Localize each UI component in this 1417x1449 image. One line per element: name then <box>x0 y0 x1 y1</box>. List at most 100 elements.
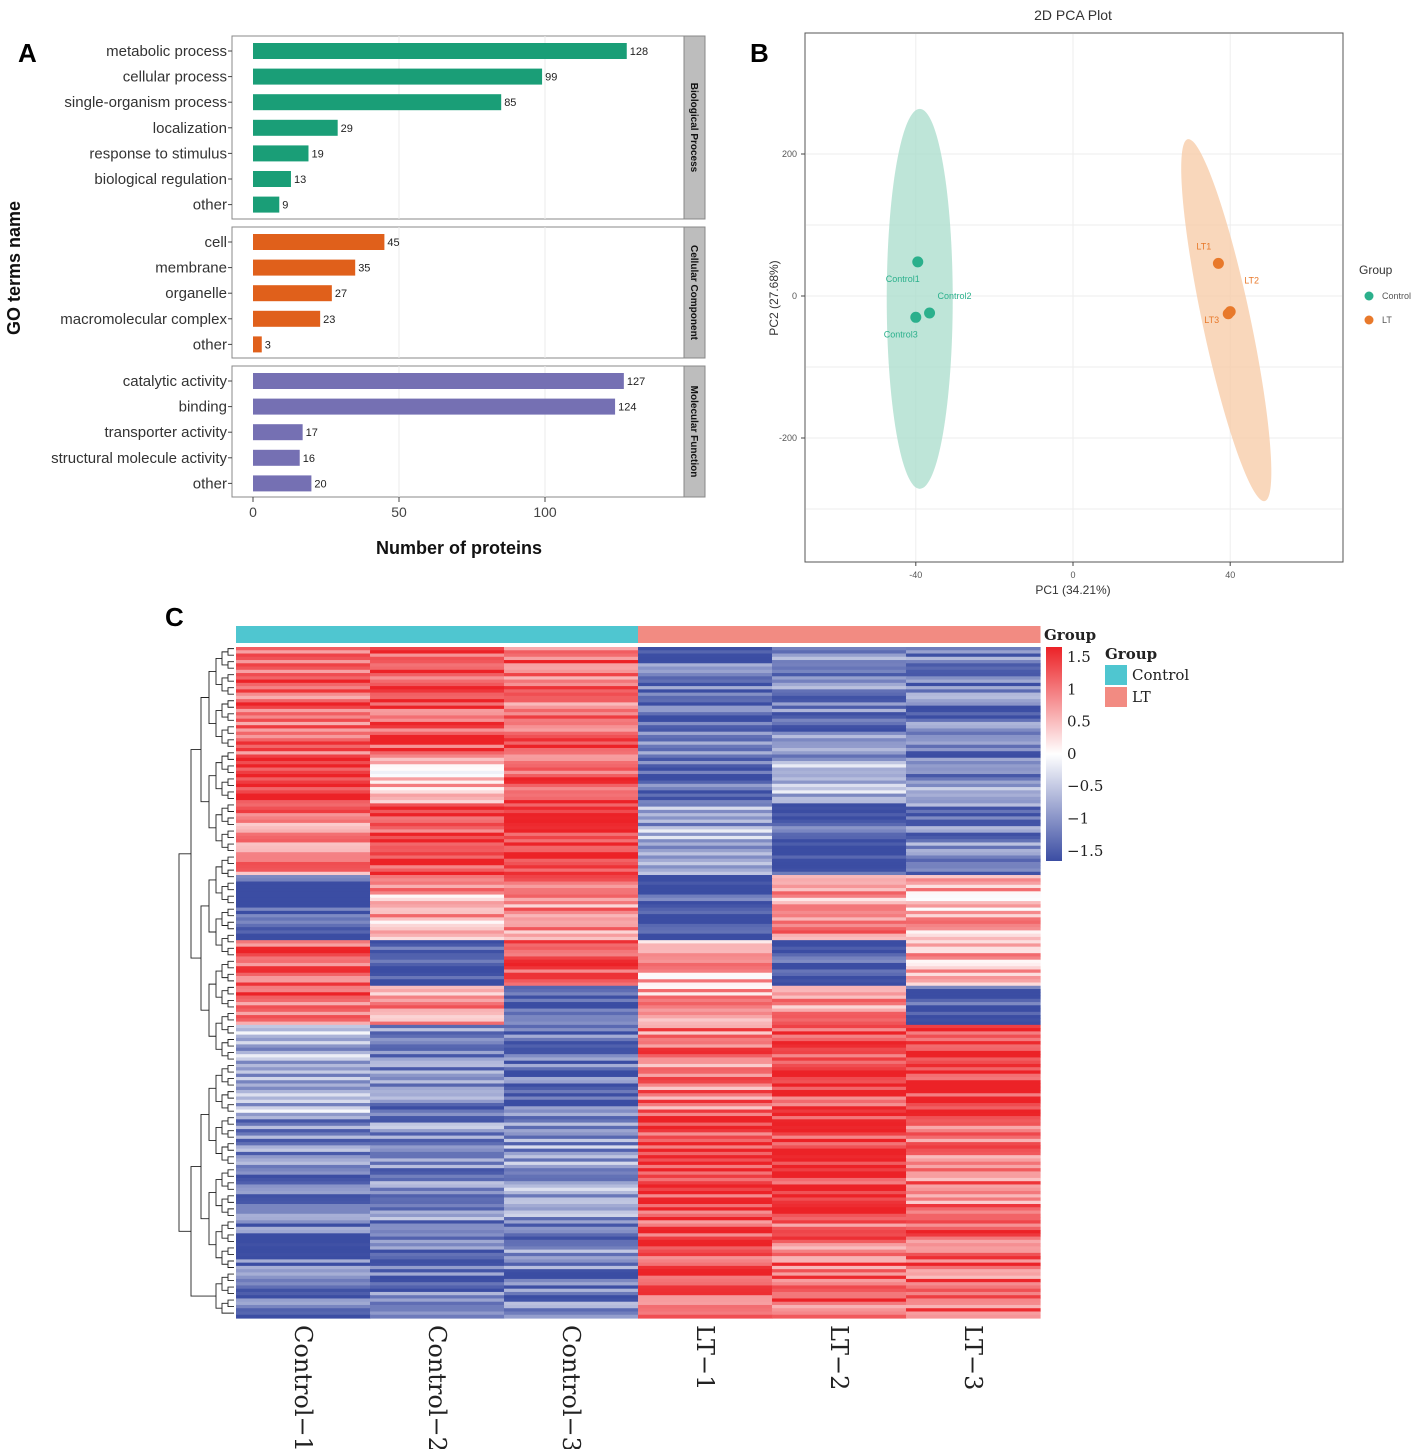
heatmap-cell <box>370 1063 505 1068</box>
heatmap-cell <box>236 1047 371 1052</box>
heatmap-cell <box>906 1031 1041 1036</box>
heatmap-cell <box>504 901 639 905</box>
heatmap-cell <box>504 793 639 798</box>
heatmap-cell <box>772 1177 907 1182</box>
heatmap-cell <box>772 1125 907 1130</box>
heatmap-cell <box>370 933 505 938</box>
heatmap-cell <box>772 881 907 886</box>
heatmap-cell <box>772 1060 907 1065</box>
heatmap-cell <box>504 998 639 1003</box>
dendrogram-branch <box>208 1192 216 1246</box>
dendrogram-branch <box>200 905 209 1011</box>
heatmap-cell <box>772 1037 907 1042</box>
heatmap-cell <box>906 783 1041 788</box>
dendrogram-branch <box>208 879 216 933</box>
heatmap-cell <box>906 676 1041 681</box>
heatmap-cell <box>772 897 907 902</box>
heatmap-cell <box>236 1073 371 1078</box>
heatmap-cell <box>906 904 1041 909</box>
heatmap-cell <box>504 969 639 974</box>
dendrogram-branch <box>208 775 216 829</box>
heatmap-cell <box>772 878 907 883</box>
heatmap-cell <box>236 1243 371 1247</box>
heatmap-cell <box>906 819 1041 824</box>
heatmap-cell <box>236 660 371 664</box>
heatmap-cell <box>370 1295 505 1300</box>
heatmap-cell <box>370 712 505 717</box>
heatmap-cell <box>504 985 639 990</box>
heatmap-cell <box>370 949 505 954</box>
pca-ticks: -40 0 40 200 0 -200 <box>779 149 1235 580</box>
heatmap-cell <box>638 1041 773 1045</box>
heatmap-cell <box>370 800 505 804</box>
heatmap-cell <box>638 1083 773 1088</box>
heatmap-cell <box>772 1262 907 1267</box>
heatmap-cell <box>906 891 1041 896</box>
dendrogram-branch <box>200 1113 209 1220</box>
heatmap-cell <box>236 1164 371 1169</box>
heatmap-cell <box>236 1272 371 1277</box>
heatmap-cell <box>772 868 907 873</box>
heatmap-cell <box>772 995 907 1000</box>
heatmap-cell <box>906 1174 1041 1179</box>
heatmap-cell <box>772 1096 907 1101</box>
dendrogram-branch <box>227 726 234 734</box>
heatmap-cell <box>638 1249 773 1254</box>
heatmap-cell <box>638 1099 773 1104</box>
heatmap-cell <box>772 1174 907 1179</box>
heatmap-cell <box>370 1109 505 1114</box>
heatmap-cell <box>772 1005 907 1010</box>
bar-value-label: 13 <box>294 174 306 186</box>
heatmap-cell <box>772 930 907 935</box>
heatmap-cell <box>906 1269 1041 1273</box>
heatmap-cell <box>370 1080 505 1085</box>
heatmap-cell <box>370 715 505 720</box>
heatmap-cell <box>236 803 371 808</box>
heatmap-cell <box>236 1278 371 1283</box>
heatmap-cell <box>504 1063 639 1068</box>
heatmap-cell <box>772 969 907 974</box>
heatmap-cell <box>504 721 639 726</box>
heatmap-cell <box>906 1233 1041 1238</box>
heatmap-cell <box>370 1018 505 1023</box>
heatmap-cell <box>638 875 773 879</box>
heatmap-cell <box>772 816 907 821</box>
heatmap-cell <box>504 1015 639 1019</box>
heatmap-cell <box>236 1002 371 1006</box>
heatmap-cell <box>906 855 1041 860</box>
heatmap-cell <box>370 1083 505 1088</box>
dendrogram-branch <box>227 1012 234 1021</box>
heatmap-cell <box>772 813 907 817</box>
heatmap-cell <box>772 923 907 928</box>
bar <box>253 68 543 85</box>
heatmap-cell <box>772 1103 907 1107</box>
heatmap-cell <box>906 1063 1041 1068</box>
heatmap-cell <box>504 715 639 720</box>
heatmap-cell <box>906 1265 1041 1270</box>
heatmap-cell <box>236 1282 371 1287</box>
heatmap-cell <box>370 767 505 772</box>
heatmap-cell <box>906 1015 1041 1019</box>
heatmap-cell <box>638 725 773 730</box>
colorbar-tick-label: −0.5 <box>1067 777 1103 795</box>
heatmap-cell <box>236 666 371 671</box>
heatmap-cell <box>370 1073 505 1078</box>
heatmap-cell <box>504 1301 639 1306</box>
bar-value-label: 124 <box>618 402 636 414</box>
heatmap-cell <box>236 1086 371 1091</box>
heatmap-cell <box>236 1239 371 1244</box>
heatmap-cell <box>504 1024 639 1029</box>
heatmap-cell <box>906 1256 1041 1260</box>
heatmap-cell <box>772 650 907 655</box>
heatmap-cell <box>906 663 1041 668</box>
heatmap-cell <box>638 738 773 743</box>
heatmap-cell <box>370 1243 505 1247</box>
heatmap-cell <box>370 686 505 690</box>
heatmap-cell <box>504 966 639 971</box>
heatmap-cell <box>504 832 639 837</box>
heatmap-cell <box>638 923 773 928</box>
heatmap-cell <box>906 718 1041 723</box>
category-label: cell <box>204 234 227 251</box>
heatmap-cell <box>236 647 371 651</box>
heatmap-cell <box>906 1005 1041 1010</box>
